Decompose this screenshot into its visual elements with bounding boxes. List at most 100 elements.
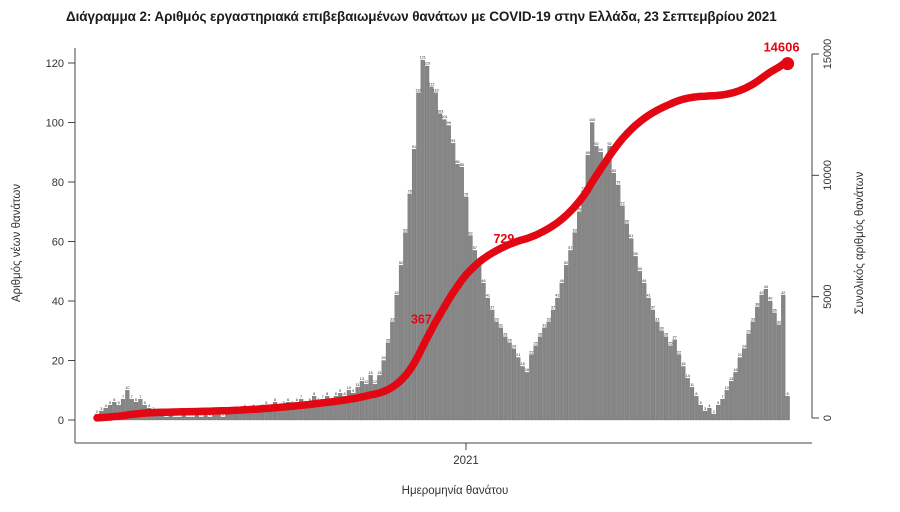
bar xyxy=(542,327,547,421)
bar xyxy=(698,405,703,421)
bar xyxy=(394,294,399,421)
line-annotations: 367 729 14606 xyxy=(411,40,800,327)
bar-value-label: 77 xyxy=(581,187,585,191)
bar-value-label: 38 xyxy=(755,303,759,307)
bar-value-label: 5 xyxy=(109,401,111,405)
bar-value-label: 92 xyxy=(594,142,598,146)
bar xyxy=(342,396,347,421)
bar-value-label: 62 xyxy=(468,231,472,235)
bar-value-label: 76 xyxy=(408,190,412,194)
bar-value-label: 92 xyxy=(607,142,611,146)
bar-value-label: 41 xyxy=(486,294,490,298)
bar xyxy=(711,413,716,421)
bar xyxy=(173,416,178,421)
bar-value-label: 6 xyxy=(287,398,289,402)
bar xyxy=(663,336,669,421)
bar xyxy=(759,294,764,421)
bar-value-label: 7 xyxy=(139,395,141,399)
bar xyxy=(516,357,521,421)
bar-value-label: 4 xyxy=(105,404,107,408)
bar-value-label: 5 xyxy=(118,401,120,405)
bar-value-label: 93 xyxy=(451,139,455,143)
annotation-total: 14606 xyxy=(763,40,799,55)
bar xyxy=(520,366,525,421)
bar xyxy=(494,321,499,421)
bar-value-label: 33 xyxy=(655,318,659,322)
bar-value-label: 20 xyxy=(382,356,386,360)
bar xyxy=(468,235,473,421)
bar-value-label: 37 xyxy=(551,306,555,310)
bar xyxy=(364,384,369,421)
bar xyxy=(429,86,434,421)
bar-value-label: 33 xyxy=(751,318,755,322)
bar-value-label: 33 xyxy=(547,318,551,322)
bar xyxy=(607,146,612,421)
bar-value-label: 32 xyxy=(777,321,781,325)
bar-value-label: 8 xyxy=(695,392,697,396)
bar-value-label: 29 xyxy=(746,329,750,333)
bar-value-label: 4 xyxy=(148,404,150,408)
bar xyxy=(689,387,695,421)
bar-value-label: 25 xyxy=(668,341,672,345)
bar xyxy=(433,92,438,421)
bar-value-label: 4 xyxy=(244,404,246,408)
bar-value-label: 33 xyxy=(390,318,394,322)
right-axis-title: Συνολικός αριθμός θανάτων xyxy=(854,171,866,314)
bar-value-label: 70 xyxy=(577,207,581,211)
bar xyxy=(572,232,577,421)
bar xyxy=(425,65,430,421)
bar xyxy=(372,384,378,421)
bar xyxy=(629,238,634,421)
bar-value-label: 46 xyxy=(481,279,485,283)
bar xyxy=(737,357,742,421)
bar xyxy=(398,265,404,421)
bar xyxy=(312,396,317,421)
bar xyxy=(164,416,169,421)
bar-value-label: 101 xyxy=(441,115,447,119)
bar xyxy=(459,167,464,421)
bar-value-label: 7 xyxy=(131,395,133,399)
bar xyxy=(616,184,621,421)
bar-value-label: 24 xyxy=(742,344,746,348)
bar-value-label: 75 xyxy=(464,193,468,197)
bar-value-label: 42 xyxy=(759,291,763,295)
bar xyxy=(729,381,734,421)
bar xyxy=(750,321,755,421)
left-tick-label: 100 xyxy=(46,117,64,129)
bar-value-label: 13 xyxy=(360,377,364,381)
bar-value-label: 7 xyxy=(300,395,302,399)
bar-value-label: 10 xyxy=(125,386,129,390)
bar xyxy=(407,193,412,421)
bar xyxy=(733,372,738,421)
bar-value-label: 79 xyxy=(616,181,620,185)
bar-value-label: 31 xyxy=(499,323,503,327)
bar xyxy=(129,399,134,421)
bar-value-label: 85 xyxy=(460,163,464,167)
bar xyxy=(216,413,221,421)
bar-value-label: 41 xyxy=(646,294,650,298)
left-tick-label: 80 xyxy=(52,177,64,189)
bar-value-label: 3 xyxy=(704,407,706,411)
bar xyxy=(681,366,686,421)
bar xyxy=(481,283,486,421)
bar-value-label: 26 xyxy=(507,338,511,342)
bar-value-label: 37 xyxy=(651,306,655,310)
bar-value-label: 11 xyxy=(356,383,360,387)
bar xyxy=(190,416,195,421)
line-annotation: 729 xyxy=(493,232,514,246)
bar xyxy=(338,393,343,421)
bar xyxy=(537,336,543,421)
bar xyxy=(716,405,721,421)
bar xyxy=(659,330,664,421)
bar xyxy=(768,300,773,421)
bar xyxy=(703,410,708,421)
bar-value-label: 21 xyxy=(738,353,742,357)
left-tick-label: 40 xyxy=(52,296,64,308)
bar-value-label: 46 xyxy=(560,279,564,283)
left-tick-label: 60 xyxy=(52,236,64,248)
bar-value-label: 9 xyxy=(352,389,354,393)
left-tick-label: 120 xyxy=(46,58,64,70)
right-tick-label: 10000 xyxy=(822,160,834,191)
